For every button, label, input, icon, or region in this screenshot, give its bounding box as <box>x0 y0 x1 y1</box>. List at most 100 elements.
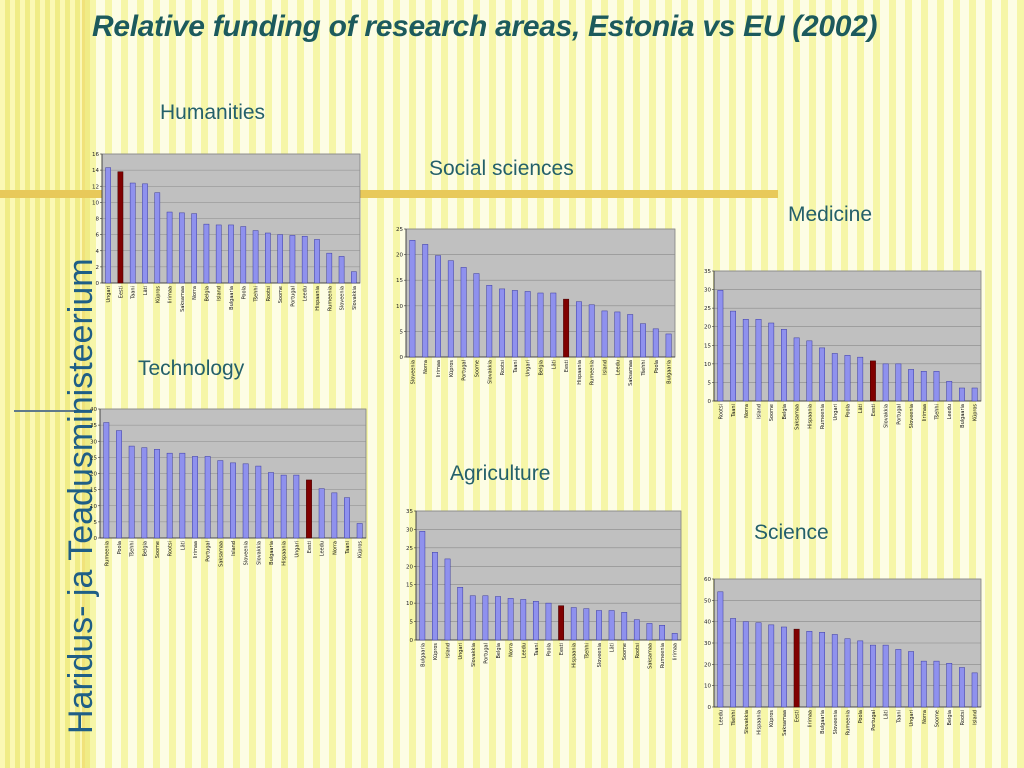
x-tick-label: Saksamaa <box>628 360 634 386</box>
x-tick-label: Läti <box>610 643 616 652</box>
x-tick-label: Norra <box>509 643 515 657</box>
x-tick-label: Ungari <box>458 643 464 660</box>
x-tick-label: Bulgaaria <box>820 710 826 734</box>
bar-soome <box>621 612 628 641</box>
y-tick-label: 10 <box>90 504 97 510</box>
bar-soome <box>933 660 940 708</box>
bar-leedu <box>301 235 308 284</box>
bar-poola <box>545 602 552 641</box>
bar-iirimaa <box>806 631 813 708</box>
y-tick-label: 5 <box>708 380 712 386</box>
bar-saksamaa <box>793 337 800 402</box>
label-humanities: Humanities <box>160 101 266 124</box>
bar-tšehhi <box>583 608 590 641</box>
x-tick-label: Bulgaaria <box>667 360 673 384</box>
bar-küpros <box>356 523 363 539</box>
bar-hispaania <box>280 474 287 539</box>
x-tick-label: Tšehhi <box>253 286 260 303</box>
y-tick-label: 5 <box>400 329 404 335</box>
x-tick-label: Slovakkia <box>884 404 890 428</box>
bar-poola <box>652 328 659 358</box>
bar-läti <box>550 292 557 358</box>
x-tick-label: Soome <box>935 710 941 727</box>
bar-hispaania <box>575 301 582 358</box>
x-tick-label: Tšehhi <box>583 643 590 660</box>
x-tick-label: Saksamaa <box>180 286 186 312</box>
bar-hispaania <box>570 607 577 641</box>
x-tick-label: Bulgaaria <box>420 643 426 667</box>
y-tick-label: 30 <box>90 439 97 445</box>
x-tick-label: Slovakkia <box>471 643 477 667</box>
x-tick-label: Portugal <box>290 286 296 307</box>
bar-läti <box>608 610 615 641</box>
x-tick-label: Küpros <box>973 404 979 421</box>
decor-brand-line <box>14 410 84 412</box>
bar-leedu <box>717 591 724 708</box>
y-tick-label: 10 <box>704 684 711 690</box>
x-tick-label: Belgia <box>539 360 545 376</box>
x-tick-label: Slovakkia <box>256 541 262 565</box>
x-tick-label: Hispaania <box>807 404 813 429</box>
x-tick-label: Taani <box>345 541 351 555</box>
y-tick-label: 35 <box>90 423 97 429</box>
y-tick-label: 20 <box>406 564 413 570</box>
x-tick-label: Taani <box>731 404 737 418</box>
y-tick-label: 30 <box>406 527 413 533</box>
bar-island <box>971 672 978 708</box>
x-tick-label: Poola <box>241 286 247 299</box>
x-tick-label: Läti <box>143 286 149 295</box>
bar-hispaania <box>806 340 813 402</box>
x-tick-label: Rootsi <box>635 643 641 658</box>
x-tick-label: Slovakkia <box>744 710 750 734</box>
bar-läti <box>179 452 186 539</box>
bar-leedu <box>318 488 325 539</box>
x-tick-label: Poola <box>654 360 660 373</box>
bar-bulgaaria <box>228 224 234 284</box>
bar-tšehhi <box>933 371 940 402</box>
y-tick-label: 16 <box>92 152 99 158</box>
y-tick-label: 50 <box>704 598 711 604</box>
y-tick-label: 8 <box>96 217 100 223</box>
x-tick-label: Küpros <box>769 710 775 727</box>
bar-saksamaa <box>217 460 224 539</box>
x-tick-label: Ungari <box>294 541 300 558</box>
x-tick-label: Bulgaaria <box>229 286 235 310</box>
label-medicine: Medicine <box>788 203 873 226</box>
bar-ungari <box>831 353 838 402</box>
bar-poola <box>857 640 864 708</box>
y-tick-label: 5 <box>410 620 414 626</box>
y-tick-label: 0 <box>410 638 414 644</box>
bar-küpros <box>768 624 775 708</box>
x-tick-label: Leedu <box>718 710 724 725</box>
y-tick-label: 10 <box>406 601 413 607</box>
y-tick-label: 0 <box>708 399 712 405</box>
x-tick-label: Taani <box>896 710 902 724</box>
bar-läti <box>857 356 864 402</box>
x-tick-label: Bulgaaria <box>960 404 966 428</box>
bar-poola <box>116 430 122 539</box>
x-tick-label: Belgia <box>142 541 148 557</box>
x-tick-label: Hispaania <box>757 710 763 735</box>
x-tick-label: Tšehhi <box>640 360 647 377</box>
y-tick-label: 10 <box>704 362 711 368</box>
bar-hispaania <box>755 622 762 708</box>
bar-poola <box>240 226 247 284</box>
bar-eesti <box>558 605 565 641</box>
y-tick-label: 15 <box>406 583 413 589</box>
x-tick-label: Taani <box>534 643 540 657</box>
x-tick-label: Eesti <box>564 360 570 372</box>
y-tick-label: 0 <box>708 705 712 711</box>
x-tick-label: Rumeenia <box>846 710 852 735</box>
x-tick-label: Tšehhi <box>129 541 136 558</box>
bar-bulgaaria <box>419 531 426 641</box>
x-tick-label: Saksamaa <box>218 541 224 567</box>
y-tick-label: 20 <box>704 325 711 331</box>
x-tick-label: Leedu <box>947 404 953 419</box>
bar-rumeenia <box>819 347 825 402</box>
x-tick-label: Ungari <box>833 404 839 421</box>
y-tick-label: 25 <box>396 227 403 233</box>
bar-sloveenia <box>242 463 249 539</box>
bar-ungari <box>908 651 914 708</box>
x-tick-label: Soome <box>769 404 775 421</box>
x-tick-label: Rootsi <box>500 360 506 375</box>
